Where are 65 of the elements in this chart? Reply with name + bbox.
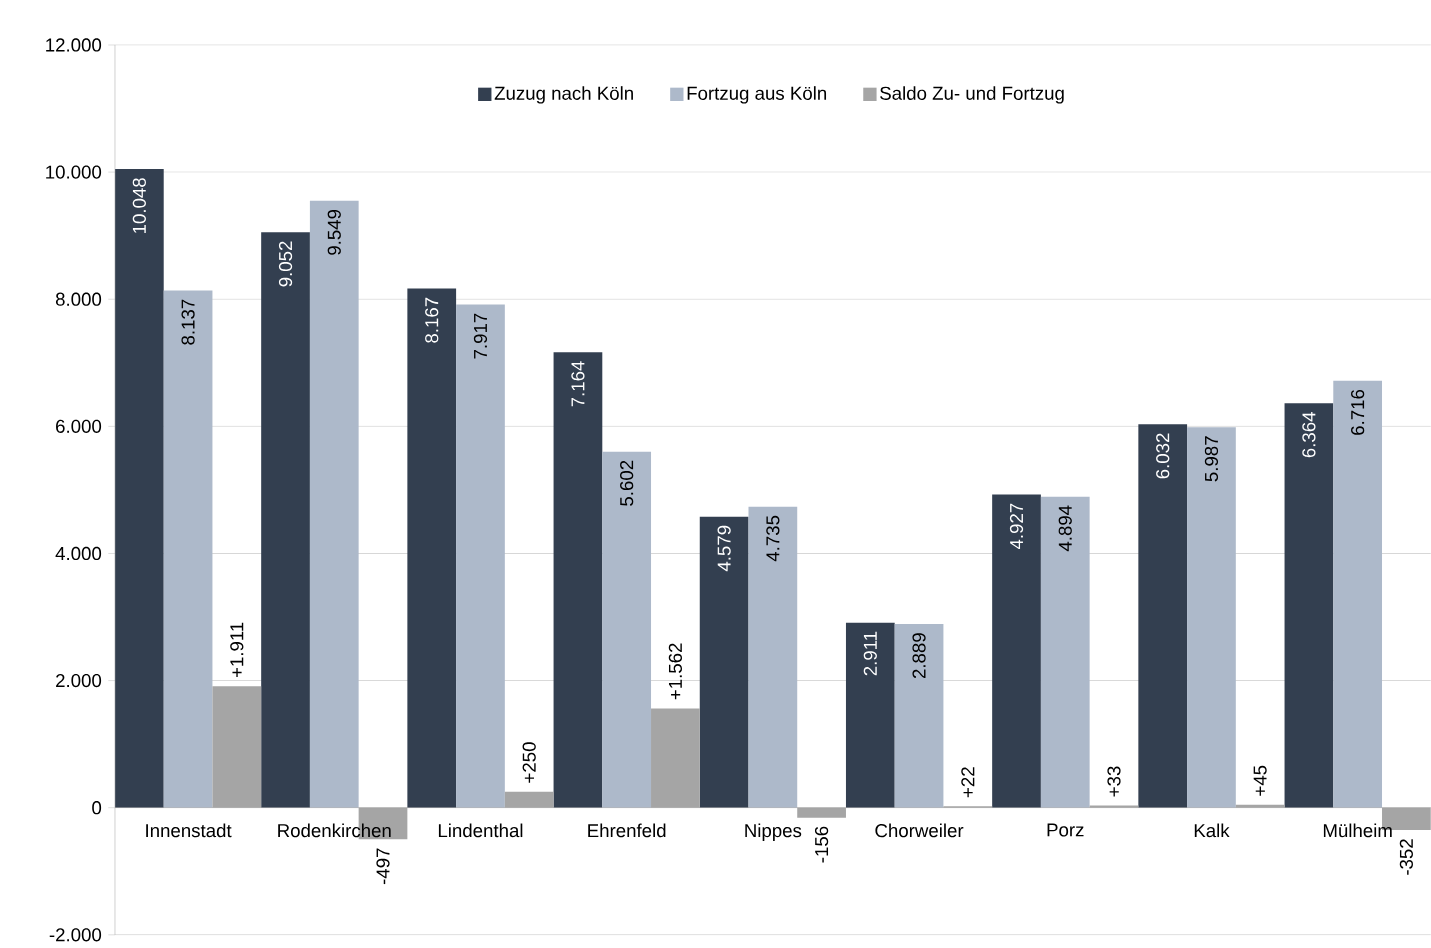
data-label: 6.716 — [1351, 390, 1365, 436]
data-label: 2.911 — [863, 632, 877, 676]
data-label: +45 — [1253, 765, 1267, 796]
bar — [1040, 496, 1090, 808]
data-label: 9.549 — [327, 210, 341, 256]
data-label: 5.602 — [620, 461, 634, 507]
bar — [309, 200, 359, 808]
bar — [261, 232, 310, 808]
data-label: +22 — [961, 767, 975, 798]
bar — [602, 451, 652, 808]
y-tick-label: 10.000 — [46, 165, 102, 179]
data-label: 4.735 — [766, 515, 780, 562]
y-tick-label: 2.000 — [56, 674, 102, 688]
bar — [1284, 403, 1334, 808]
data-label: 8.137 — [181, 299, 195, 345]
data-label: +1.911 — [230, 622, 244, 678]
bar — [1187, 427, 1236, 808]
data-label: +33 — [1107, 766, 1121, 797]
bar — [894, 624, 944, 808]
data-label: 7.164 — [571, 361, 585, 407]
legend-label: Fortzug aus Köln — [687, 86, 827, 104]
bar — [456, 304, 505, 808]
x-tick-label: Innenstadt — [146, 823, 232, 838]
legend-label: Saldo Zu- und Fortzug — [880, 86, 1064, 104]
y-tick-label: 0 — [92, 801, 102, 815]
data-label: 10.048 — [132, 178, 146, 234]
x-tick-label: Rodenkirchen — [278, 823, 391, 838]
x-tick-label: Porz — [1047, 823, 1084, 837]
x-tick-label: Chorweiler — [875, 823, 964, 838]
bar — [845, 622, 895, 808]
data-label: 4.894 — [1058, 505, 1072, 552]
data-label: 2.889 — [912, 633, 926, 679]
data-label: 6.364 — [1302, 412, 1316, 458]
data-label: 8.167 — [425, 297, 439, 343]
y-tick-label: -2.000 — [49, 928, 102, 942]
bar — [1138, 424, 1188, 808]
bar — [699, 516, 749, 808]
bar — [553, 352, 603, 808]
x-tick-label: Kalk — [1194, 823, 1230, 838]
data-label: -497 — [376, 848, 390, 885]
bar — [163, 290, 213, 808]
y-tick-label: 12.000 — [46, 38, 102, 52]
data-label: -352 — [1399, 839, 1413, 876]
bar — [114, 169, 164, 808]
data-label: 4.579 — [717, 526, 731, 572]
bar — [1333, 381, 1383, 808]
y-tick-label: 8.000 — [55, 292, 102, 307]
bar — [992, 494, 1041, 808]
data-label: +250 — [522, 742, 536, 783]
x-tick-label: Ehrenfeld — [588, 823, 666, 838]
y-tick-label: 4.000 — [55, 547, 102, 561]
bar — [407, 288, 457, 808]
x-tick-label: Nippes — [745, 823, 802, 842]
data-label: -156 — [814, 826, 829, 863]
data-label: 4.927 — [1009, 503, 1024, 550]
y-tick-label: 6.000 — [56, 419, 102, 434]
data-label: 6.032 — [1156, 433, 1170, 479]
x-tick-label: Lindenthal — [438, 823, 523, 838]
data-label: 9.052 — [278, 241, 293, 287]
data-label: 5.987 — [1204, 436, 1219, 482]
x-tick-label: Mülheim — [1323, 823, 1392, 838]
data-label: 7.917 — [473, 313, 488, 359]
legend-label: Zuzug nach Köln — [494, 86, 633, 104]
bar — [748, 506, 798, 808]
data-label: +1.562 — [668, 643, 683, 700]
